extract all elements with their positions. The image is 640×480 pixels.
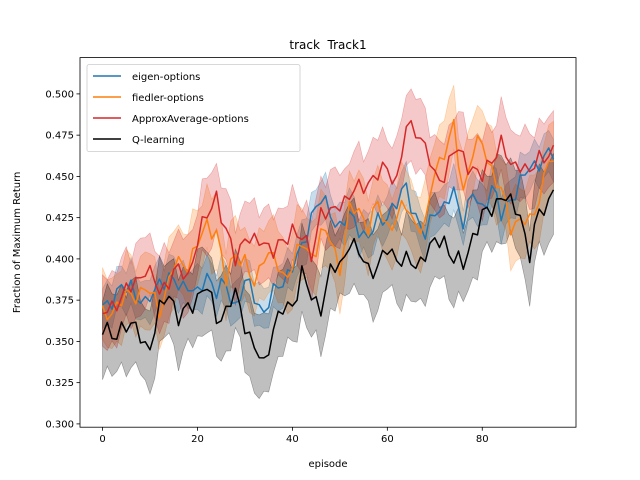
x-tick-label: 20 — [191, 434, 204, 445]
legend-label-0: eigen-options — [132, 72, 200, 83]
y-tick-label: 0.400 — [45, 254, 74, 265]
x-tick-label: 60 — [381, 434, 394, 445]
x-tick-label: 0 — [99, 434, 105, 445]
legend-label-2: ApproxAverage-options — [132, 114, 249, 125]
y-tick-label: 0.425 — [45, 213, 74, 224]
legend: eigen-options fiedler-options ApproxAverag… — [86, 64, 301, 152]
legend-label-1: fiedler-options — [132, 93, 204, 104]
legend-label-3: Q-learning — [132, 135, 185, 146]
x-axis-ticks: 0 20 40 60 80 — [99, 427, 489, 445]
chart-title: track Track1 — [289, 38, 366, 52]
series-line-1 — [101, 118, 554, 321]
y-tick-label: 0.350 — [45, 337, 74, 348]
y-axis-label: Fraction of Maximum Return — [12, 172, 23, 314]
series-line-2 — [102, 119, 555, 315]
y-axis-ticks: 0.300 0.325 0.350 0.375 0.400 0.425 0.450 0.475… — [45, 89, 80, 430]
y-tick-label: 0.450 — [45, 172, 74, 183]
legend-box — [86, 64, 301, 152]
series-line-3 — [101, 189, 555, 359]
y-tick-label: 0.300 — [45, 419, 74, 430]
x-axis-label: episode — [308, 459, 347, 470]
y-tick-label: 0.375 — [45, 296, 74, 307]
x-tick-label: 80 — [476, 434, 489, 445]
y-tick-label: 0.325 — [45, 378, 74, 389]
y-tick-label: 0.500 — [45, 89, 74, 100]
series-line-0 — [101, 147, 555, 313]
y-tick-label: 0.475 — [45, 131, 74, 142]
plot-frame — [79, 57, 577, 428]
series-lines — [101, 118, 555, 359]
x-tick-label: 40 — [286, 434, 299, 445]
